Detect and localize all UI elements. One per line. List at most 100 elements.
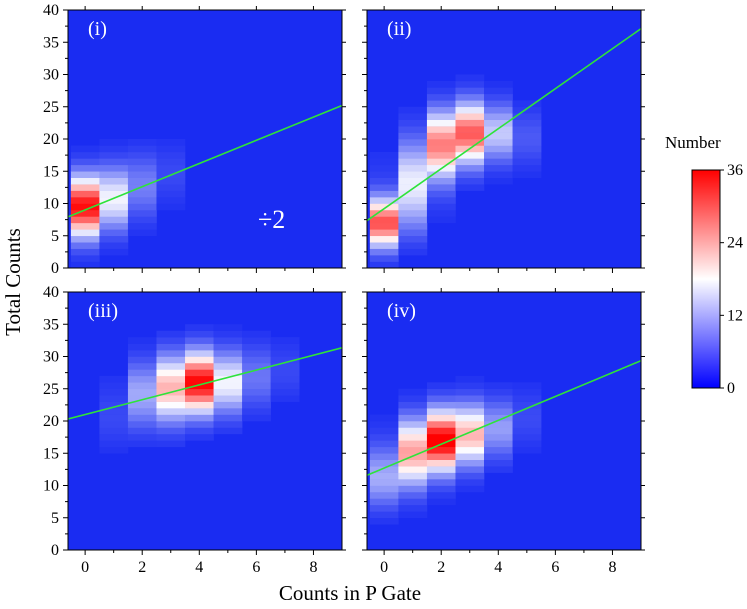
- heatmap-cell: [70, 197, 100, 204]
- heatmap-cell: [455, 479, 485, 486]
- x-tick-label: 2: [437, 559, 445, 576]
- heatmap-cell: [484, 151, 513, 159]
- heatmap-cell: [242, 337, 271, 344]
- heatmap-cell: [213, 421, 243, 428]
- heatmap-cell: [156, 395, 186, 402]
- heatmap-cell: [398, 485, 428, 493]
- heatmap-cell: [369, 197, 399, 204]
- heatmap-cell: [426, 145, 456, 153]
- heatmap-cell: [426, 446, 456, 454]
- heatmap-cell: [99, 209, 129, 217]
- heatmap-cell: [455, 164, 485, 172]
- y-tick-label: 20: [43, 413, 59, 430]
- heatmap-cell: [156, 401, 186, 409]
- heatmap-cell: [70, 164, 100, 172]
- heatmap-cell: [484, 171, 513, 178]
- heatmap-cell: [156, 197, 186, 204]
- heatmap-cell: [156, 337, 186, 344]
- heatmap-cell: [484, 119, 513, 127]
- heatmap-cell: [99, 440, 129, 448]
- heatmap-cell: [99, 139, 129, 146]
- heatmap-cell: [156, 369, 186, 377]
- heatmap-cell: [270, 369, 300, 377]
- heatmap-cell: [156, 184, 186, 191]
- heatmap-cell: [156, 164, 186, 172]
- heatmap-cell: [426, 132, 456, 140]
- heatmap-cell: [369, 485, 399, 493]
- heatmap-cell: [70, 248, 100, 256]
- heatmap-cell: [512, 446, 542, 454]
- heatmap-cell: [127, 177, 157, 185]
- heatmap-cell: [156, 440, 186, 448]
- heatmap-cell: [369, 504, 399, 512]
- heatmap-cell: [156, 408, 186, 415]
- fit-line: [367, 28, 641, 222]
- heatmap-cell: [512, 113, 542, 120]
- heatmap-cell: [398, 421, 428, 428]
- heatmap-cell: [70, 235, 100, 243]
- heatmap-cell: [426, 472, 456, 480]
- heatmap-cell: [369, 255, 399, 262]
- axes-layer: 0 5 10 15 20 25 30 35 40 0 5 10 15 20 25 30 35 40 0 2 4 6 8 0 2 4…: [43, 2, 645, 576]
- heatmap-cell: [127, 171, 157, 178]
- heatmap-cell: [127, 369, 157, 377]
- heatmap-cell: [213, 395, 243, 402]
- heatmap-cell: [398, 106, 428, 114]
- heatmap-cell: [70, 222, 100, 230]
- heatmap-cell: [127, 337, 157, 344]
- heatmap-cell: [156, 203, 186, 211]
- heatmap-cell: [484, 158, 513, 166]
- heatmap-cell: [484, 100, 513, 108]
- heatmap-cell: [70, 203, 100, 211]
- heatmap-cell: [70, 242, 100, 249]
- y-tick-label: 40: [43, 284, 59, 301]
- x-tick-label: 4: [494, 559, 502, 576]
- heatmap-cell: [70, 171, 100, 178]
- heatmap-cell: [455, 421, 485, 428]
- heatmap-cell: [484, 433, 513, 441]
- heatmap-cell: [213, 401, 243, 409]
- heatmap-cell: [99, 382, 129, 390]
- heatmap-cell: [398, 446, 428, 454]
- heatmap-cell: [99, 203, 129, 211]
- heatmap-cell: [426, 421, 456, 428]
- heatmap-cell: [156, 190, 186, 198]
- heatmap-cell: [398, 427, 428, 435]
- heatmap-cell: [512, 126, 542, 133]
- heatmap-cell: [99, 375, 129, 383]
- heatmap-cell: [484, 440, 513, 448]
- x-tick-label: 0: [81, 559, 89, 576]
- heatmap-cell: [426, 459, 456, 467]
- heatmap-cell: [398, 242, 428, 249]
- heatmap-cell: [242, 414, 271, 422]
- heatmap-cell: [398, 395, 428, 402]
- heatmap-cell: [512, 395, 542, 402]
- heatmap-cell: [426, 171, 456, 178]
- heatmap-cell: [512, 139, 542, 146]
- heatmap-cells: [99, 324, 300, 454]
- heatmap-cell: [484, 453, 513, 460]
- heatmap-cell: [70, 190, 100, 198]
- heatmap-cell: [398, 440, 428, 448]
- heatmap-cell: [99, 197, 129, 204]
- heatmap-cell: [242, 408, 271, 415]
- heatmap-cell: [185, 375, 214, 383]
- heatmap-cell: [512, 433, 542, 441]
- heatmap-cell: [185, 382, 214, 390]
- heatmap-cell: [426, 491, 456, 499]
- heatmap-cell: [484, 139, 513, 146]
- y-axis-title: Total Counts: [1, 228, 25, 336]
- heatmap-cell: [70, 151, 100, 159]
- heatmap-cell: [369, 158, 399, 166]
- heatmap-cell: [398, 498, 428, 506]
- x-tick-label: 2: [138, 559, 146, 576]
- heatmap-cell: [99, 158, 129, 166]
- heatmap-cell: [484, 87, 513, 95]
- heatmap-cell: [99, 164, 129, 172]
- panel-2-ticks: [362, 6, 645, 273]
- y-tick-label: 15: [43, 163, 59, 180]
- heatmap-cell: [398, 158, 428, 166]
- y-tick-label: 0: [51, 260, 59, 277]
- heatmap-cell: [426, 158, 456, 166]
- heatmap-cell: [455, 100, 485, 108]
